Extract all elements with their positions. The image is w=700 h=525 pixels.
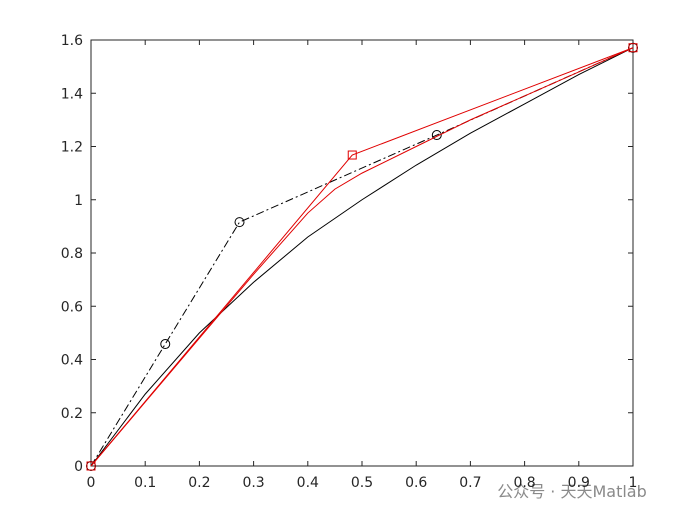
x-tick-label: 0.7 [459,475,481,491]
x-tick-label: 0.3 [242,475,264,491]
point-marker [86,461,96,471]
point-marker [347,150,357,160]
point-marker [160,339,171,350]
y-tick-label: 1.2 [61,140,83,156]
x-tick-label: 0.6 [405,475,427,491]
series-line [90,47,634,467]
watermark: 公众号 · 天天Matlab [497,482,647,501]
x-tick-label: 0.2 [188,475,210,491]
x-tick-label: 0.8 [513,475,535,491]
y-tick-label: 0 [74,459,83,475]
y-tick-label: 1.6 [61,33,83,49]
x-tick-label: 0.4 [297,475,319,491]
point-marker [431,130,442,141]
y-tick-label: 0.8 [61,246,83,262]
series-line [90,47,634,467]
y-tick-label: 0.6 [61,299,83,315]
y-tick-label: 1 [74,193,83,209]
x-tick-label: 0 [87,475,96,491]
y-tick-label: 1.4 [61,86,83,102]
point-marker [628,43,638,53]
x-tick-label: 0.1 [134,475,156,491]
x-tick-label: 0.9 [568,475,590,491]
y-tick-label: 0.4 [61,353,83,369]
y-tick-label: 0.2 [61,406,83,422]
plot-area [90,39,634,467]
series-line [90,47,634,467]
x-tick-label: 0.5 [351,475,373,491]
point-marker [234,217,245,228]
x-tick-label: 1 [629,475,638,491]
